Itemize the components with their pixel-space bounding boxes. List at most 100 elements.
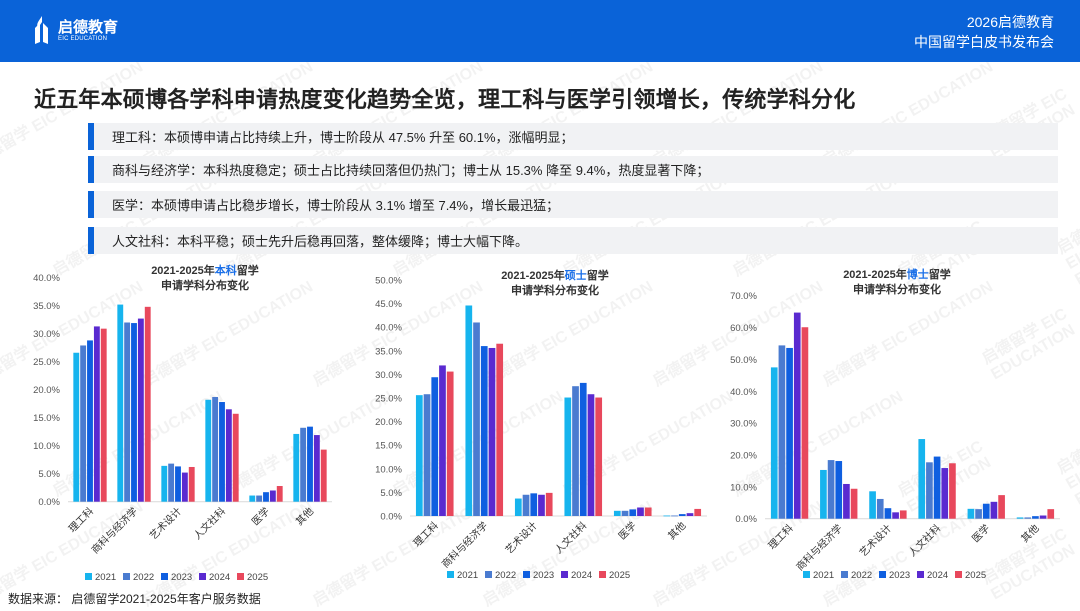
bar-2025 (446, 371, 454, 516)
master-chart: 0.0% 5.0% 10.0% 15.0% 20.0% 25.0% 30.0% 35.0% 40… (375, 276, 707, 581)
y-tick-label: 40.0% (730, 387, 757, 398)
legend-swatch (123, 573, 130, 580)
bar-2022 (1024, 517, 1032, 519)
bullet-text: 商科与经济学：本科热度稳定；硕士占比持续回落但仍热门；博士从 15.3% 降至 … (112, 163, 710, 178)
x-tick-label: 其他 (1018, 522, 1041, 545)
x-tick-label: 理工科 (410, 519, 440, 549)
bullet-marker (88, 123, 94, 150)
watermark: 启德留学 EIC EDUCATION (979, 85, 1078, 163)
legend-label: 2021 (457, 570, 478, 581)
bar-2024 (488, 347, 496, 516)
event-title: 2026启德教育 中国留学白皮书发布会 (914, 12, 1054, 52)
y-tick-label: 20.0% (730, 450, 757, 461)
bullet-text: 理工科：本硕博申请占比持续上升，博士阶段从 47.5% 升至 60.1%，涨幅明… (112, 130, 574, 145)
y-tick-label: 20.0% (33, 385, 60, 396)
bar-2023 (678, 514, 686, 516)
bar-2022 (827, 460, 835, 519)
legend-label: 2024 (571, 570, 592, 581)
bar-2025 (320, 449, 327, 502)
bar-2024 (843, 483, 850, 519)
logo-subtext: EIC EDUCATION (58, 35, 108, 42)
bullet-item: 理工科：本硕博申请占比持续上升，博士阶段从 47.5% 升至 60.1%，涨幅明… (88, 123, 1058, 150)
bar-2024 (941, 468, 949, 519)
x-tick-label: 医学 (616, 519, 639, 542)
legend-label: 2025 (965, 570, 986, 581)
x-tick-label: 理工科 (765, 522, 795, 552)
bar-2023 (629, 509, 637, 516)
bar-2021 (564, 397, 572, 516)
bar-2022 (876, 498, 884, 519)
bar-2021 (613, 510, 621, 516)
y-tick-label: 10.0% (375, 464, 402, 475)
x-tick-label: 其他 (293, 505, 316, 528)
bar-2023 (431, 377, 439, 516)
bar-2024 (538, 494, 545, 516)
legend-swatch (879, 571, 886, 578)
bar-2021 (663, 515, 671, 517)
y-tick-label: 30.0% (375, 370, 402, 381)
legend-swatch (485, 571, 492, 578)
y-tick-label: 40.0% (33, 273, 60, 284)
y-tick-label: 25.0% (33, 357, 60, 368)
bar-2024 (439, 365, 446, 516)
phd-chart: 0.0% 10.0% 20.0% 30.0% 40.0% 50.0% 60.0% 70.0% 理… (730, 291, 1060, 581)
y-tick-label: 35.0% (33, 301, 60, 312)
bar-2024 (637, 507, 644, 516)
logo-icon (35, 16, 48, 44)
legend-swatch (917, 571, 924, 578)
x-tick-label: 人文社科 (906, 522, 943, 559)
bar-2024 (225, 409, 232, 502)
y-tick-label: 10.0% (33, 441, 60, 452)
bar-2024 (1039, 515, 1047, 519)
bar-2023 (835, 461, 843, 519)
bar-2025 (188, 466, 195, 502)
x-tick-label: 人文社科 (191, 505, 228, 542)
bar-2025 (850, 488, 858, 519)
bar-2021 (1016, 517, 1024, 519)
logo: 启德教育 EIC EDUCATION (32, 14, 118, 46)
y-tick-label: 0.0% (38, 497, 60, 508)
y-tick-label: 15.0% (33, 413, 60, 424)
legend-label: 2023 (533, 570, 554, 581)
bullet-marker (88, 191, 94, 218)
legend-label: 2022 (133, 572, 154, 583)
bar-2022 (671, 515, 678, 517)
bar-2021 (918, 439, 926, 519)
legend-label: 2025 (609, 570, 630, 581)
legend-label: 2025 (247, 572, 268, 583)
bar-2025 (899, 510, 907, 519)
bullet-item: 人文社科：本科平稳；硕士先升后稳再回落，整体缓降；博士大幅下降。 (88, 227, 1058, 254)
bar-2023 (579, 382, 587, 516)
bar-2022 (256, 495, 263, 502)
chart-title-master: 2021-2025年硕士留学 申请学科分布变化 (501, 270, 609, 297)
y-tick-label: 0.0% (380, 512, 402, 523)
data-source: 数据来源： 启德留学2021-2025年客户服务数据 (8, 592, 261, 606)
bar-2022 (926, 462, 933, 519)
logo-text: 启德教育 (58, 18, 119, 36)
x-tick-label: 商科与经济学 (89, 505, 141, 557)
legend-swatch (803, 571, 810, 578)
bar-2024 (587, 394, 595, 516)
y-tick-label: 35.0% (375, 346, 402, 357)
y-tick-label: 20.0% (375, 417, 402, 428)
bar-2025 (232, 413, 239, 502)
bar-2024 (269, 490, 276, 502)
bar-2024 (793, 312, 801, 519)
bullet-marker (88, 156, 94, 183)
bar-2025 (801, 327, 809, 519)
bar-2021 (73, 352, 80, 502)
legend-label: 2023 (171, 572, 192, 583)
event-line-2: 中国留学白皮书发布会 (914, 34, 1054, 50)
bar-2022 (212, 396, 219, 502)
bachelor-chart: 0.0% 5.0% 10.0% 15.0% 20.0% 25.0% 30.0% 35.0% 40… (33, 273, 332, 583)
legend-label: 2021 (813, 570, 834, 581)
x-tick-label: 商科与经济学 (439, 519, 491, 571)
bar-2024 (137, 318, 144, 502)
bar-2025 (144, 306, 151, 502)
y-tick-label: 10.0% (730, 482, 757, 493)
bar-2024 (990, 501, 998, 519)
bar-2023 (530, 493, 538, 516)
bar-2023 (175, 466, 181, 502)
page-title: 近五年本硕博各学科申请热度变化趋势全览，理工科与医学引领增长，传统学科分化 (34, 87, 856, 112)
bar-2022 (423, 394, 431, 516)
